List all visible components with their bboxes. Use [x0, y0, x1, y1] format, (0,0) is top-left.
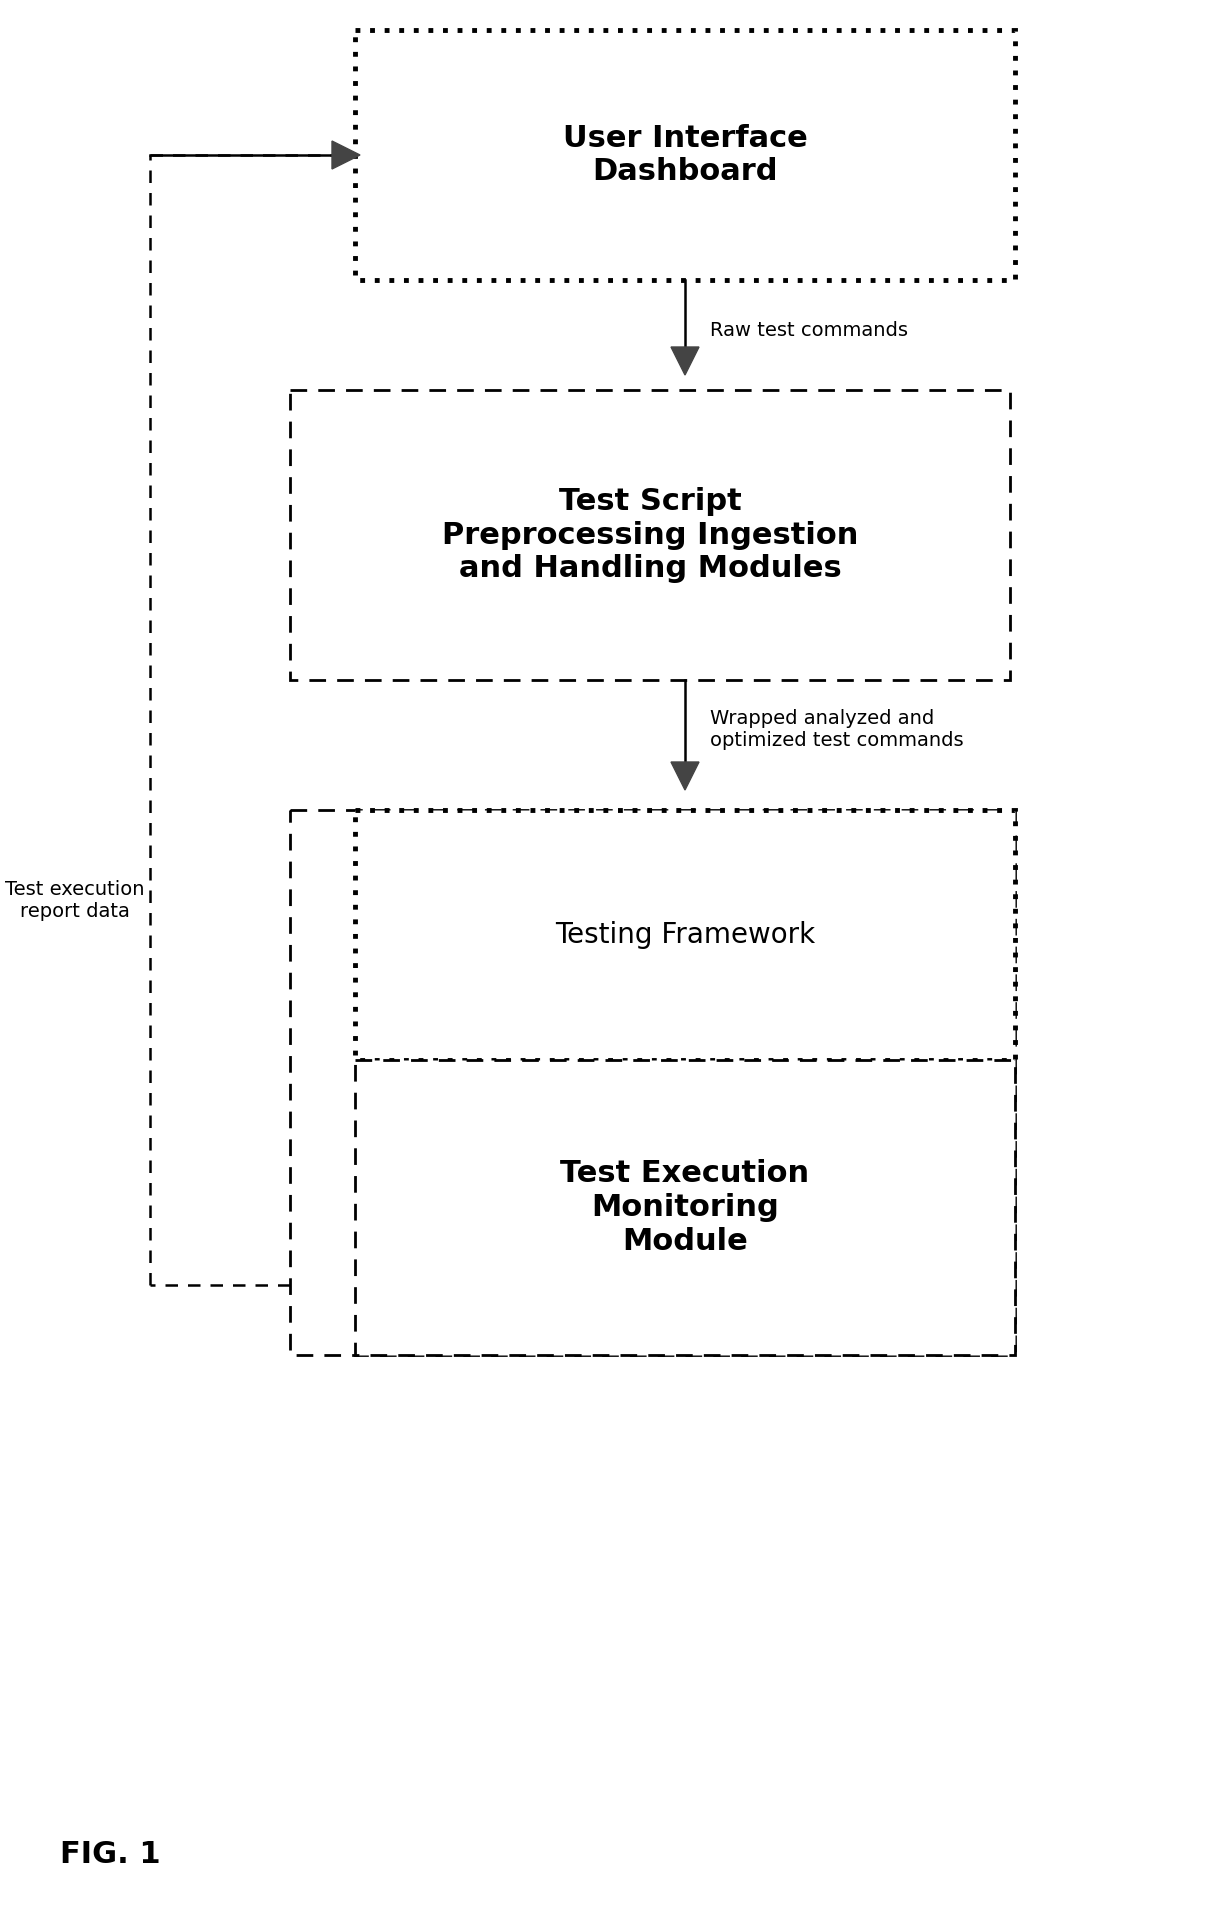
Polygon shape [333, 141, 360, 168]
Bar [355, 31, 1015, 279]
Text: Test execution
report data: Test execution report data [5, 880, 145, 920]
Bar [355, 1059, 1015, 1356]
Bar [290, 390, 1010, 681]
Text: Raw test commands: Raw test commands [710, 321, 909, 340]
Text: User Interface
Dashboard: User Interface Dashboard [563, 124, 807, 185]
Polygon shape [671, 763, 699, 790]
Bar [290, 811, 1015, 1356]
Text: Test Execution
Monitoring
Module: Test Execution Monitoring Module [560, 1159, 810, 1256]
Text: Wrapped analyzed and
optimized test commands: Wrapped analyzed and optimized test comm… [710, 709, 964, 751]
Bar [355, 811, 1015, 1059]
Text: Test Script
Preprocessing Ingestion
and Handling Modules: Test Script Preprocessing Ingestion and … [442, 488, 858, 583]
Polygon shape [671, 346, 699, 375]
Text: FIG. 1: FIG. 1 [60, 1839, 160, 1870]
Text: Testing Framework: Testing Framework [556, 922, 815, 948]
